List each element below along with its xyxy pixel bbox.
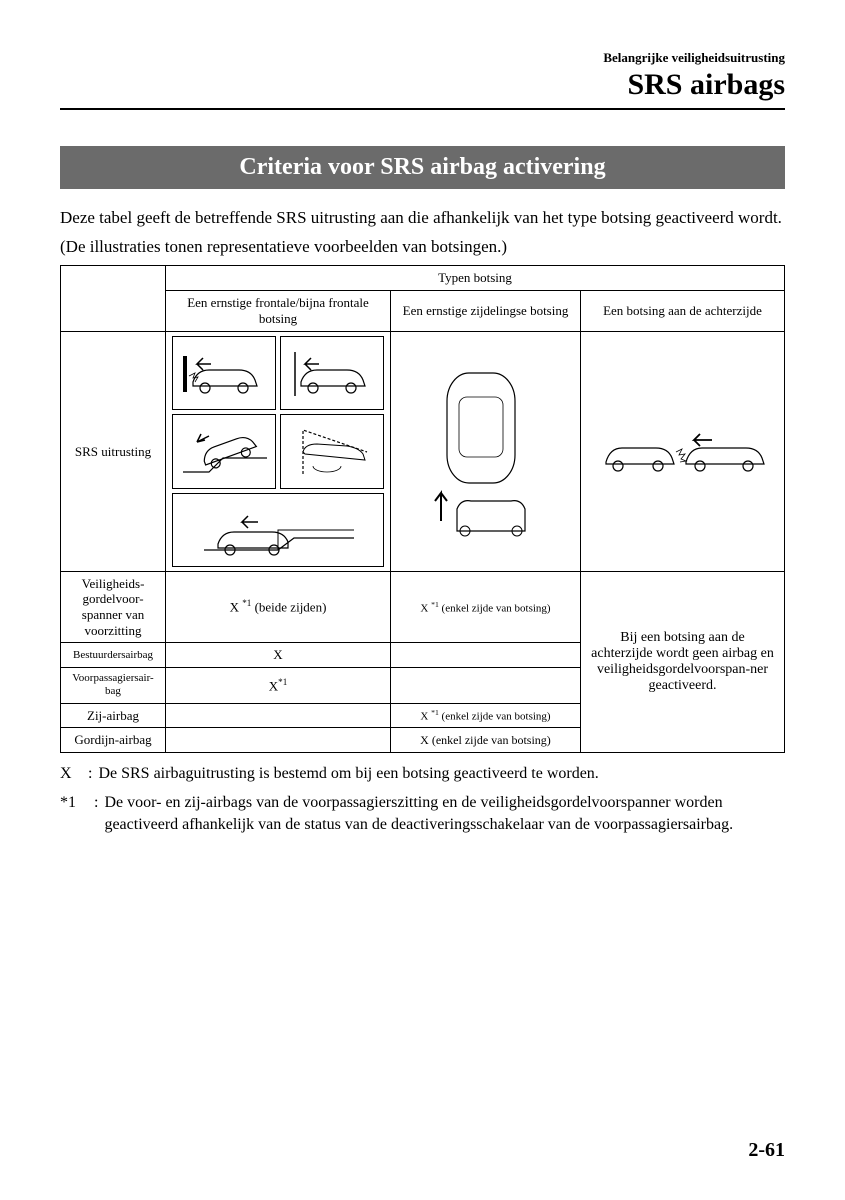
srs-table: Typen botsing Een ernstige frontale/bijn…	[60, 265, 785, 753]
intro-text-2: (De illustraties tonen representatieve v…	[60, 236, 785, 259]
crash-wall-icon	[172, 336, 276, 410]
col-rear: Een botsing aan de achterzijde	[581, 290, 785, 331]
row-srs-equipment: SRS uitrusting	[61, 331, 166, 571]
header-title: SRS airbags	[60, 68, 785, 102]
section-title: Criteria voor SRS airbag activering	[60, 146, 785, 189]
note-x-text: De SRS airbaguitrusting is bestemd om bi…	[98, 763, 598, 785]
note-x-colon: :	[88, 763, 92, 785]
cell-belt-frontal: X *1 (beide zijden)	[166, 571, 391, 642]
crash-ditch-icon	[172, 414, 276, 488]
col-side: Een ernstige zijdelingse botsing	[391, 290, 581, 331]
cell-passenger-frontal: X*1	[166, 668, 391, 703]
cell-belt-side: X *1 (enkel zijde van botsing)	[391, 571, 581, 642]
cell-rear-note: Bij een botsing aan de achterzijde wordt…	[581, 571, 785, 752]
intro-text-1: Deze tabel geeft de betreffende SRS uitr…	[60, 207, 785, 230]
note-x: X : De SRS airbaguitrusting is bestemd o…	[60, 763, 785, 785]
note-star-label: *1	[60, 792, 88, 835]
page-header: Belangrijke veiligheidsuitrusting SRS ai…	[60, 50, 785, 102]
cell-side-side: X *1 (enkel zijde van botsing)	[391, 703, 581, 728]
note-x-label: X	[60, 763, 82, 785]
note-star-text: De voor- en zij-airbags van de voorpassa…	[104, 792, 785, 835]
header-subtitle: Belangrijke veiligheidsuitrusting	[60, 50, 785, 66]
note-star-colon: :	[94, 792, 98, 835]
illus-frontal	[166, 331, 391, 571]
crash-underride-icon	[172, 493, 384, 567]
row-belt: Veiligheids-gordelvoor-spanner van voorz…	[61, 571, 166, 642]
cell-driver-side	[391, 643, 581, 668]
row-passenger: Voorpassagiersair-bag	[61, 668, 166, 703]
cell-curtain-frontal	[166, 728, 391, 753]
illus-side	[391, 331, 581, 571]
row-driver: Bestuurdersairbag	[61, 643, 166, 668]
crash-pole-icon	[280, 336, 384, 410]
cell-curtain-side: X (enkel zijde van botsing)	[391, 728, 581, 753]
row-curtain: Gordijn-airbag	[61, 728, 166, 753]
cell-driver-frontal: X	[166, 643, 391, 668]
cell-passenger-side	[391, 668, 581, 703]
crash-angle-icon	[280, 414, 384, 488]
note-star: *1 : De voor- en zij-airbags van de voor…	[60, 792, 785, 835]
row-side-airbag: Zij-airbag	[61, 703, 166, 728]
illus-rear	[581, 331, 785, 571]
page-number: 2-61	[748, 1139, 785, 1162]
cell-side-frontal	[166, 703, 391, 728]
col-group-header: Typen botsing	[166, 265, 785, 290]
col-frontal: Een ernstige frontale/bijna frontale bot…	[166, 290, 391, 331]
header-rule	[60, 108, 785, 110]
